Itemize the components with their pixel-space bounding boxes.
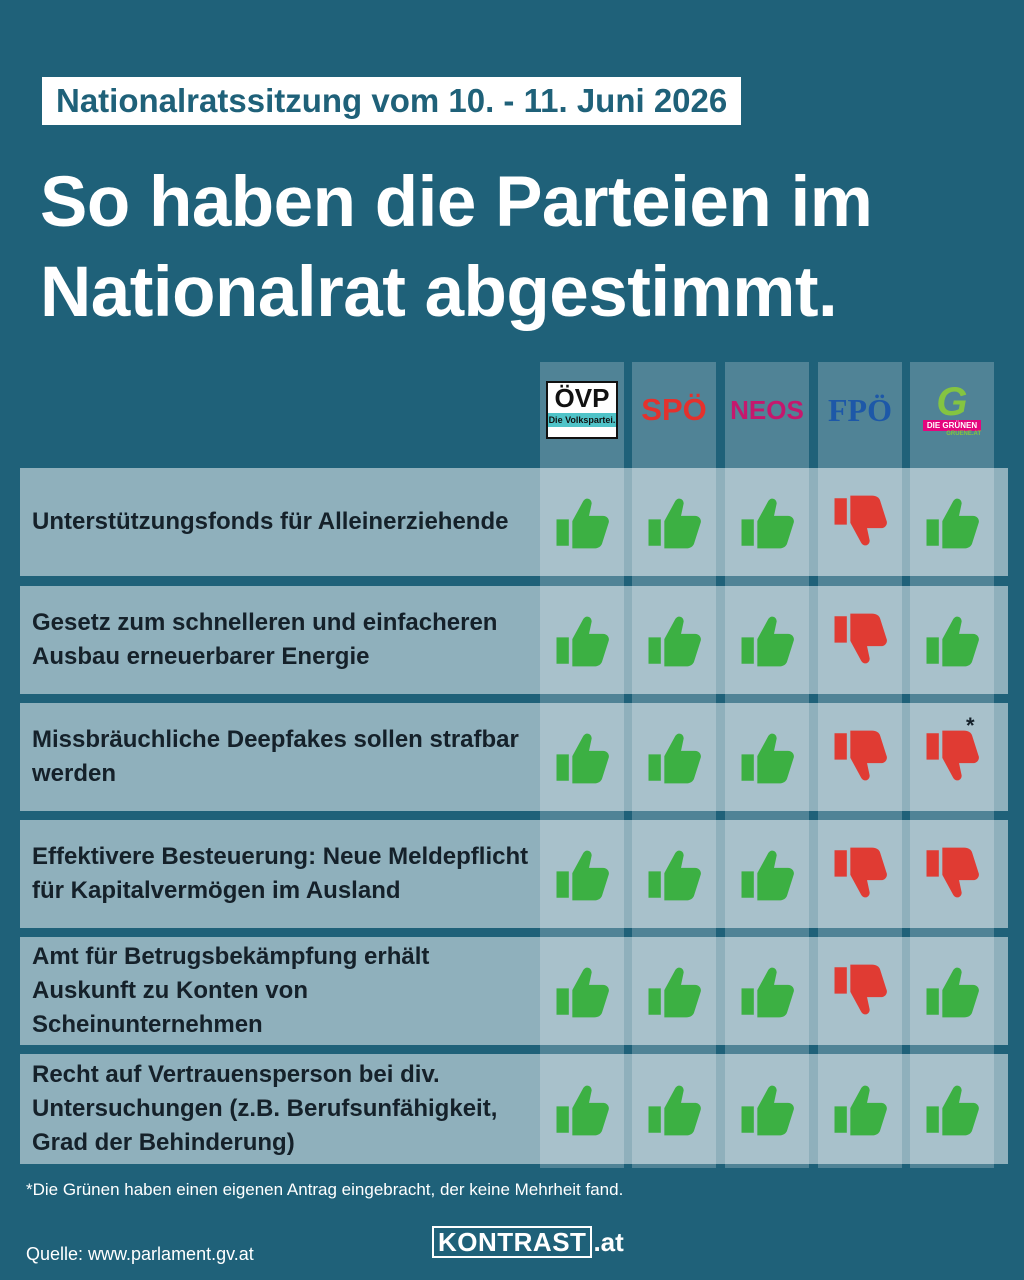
- thumbs-up-icon: [926, 498, 979, 549]
- vote-spoe: [632, 839, 716, 909]
- thumbs-up-icon: [648, 733, 701, 784]
- logo-fpoe: FPÖ: [818, 372, 902, 448]
- thumbs-up-icon: [556, 967, 609, 1018]
- gruene-logo-url: GRUENE.AT: [946, 430, 982, 437]
- thumbs-up-icon: [741, 850, 794, 901]
- session-kicker: Nationalratssitzung vom 10. - 11. Juni 2…: [42, 77, 742, 125]
- vote-oevp: [540, 487, 624, 557]
- thumbs-up-icon: [556, 616, 609, 667]
- headline: So haben die Parteien im Nationalrat abg…: [40, 163, 873, 332]
- thumbs-down-icon: [834, 964, 887, 1015]
- brand-tld: .at: [593, 1226, 624, 1257]
- vote-neos: [725, 605, 809, 675]
- vote-oevp: [540, 1074, 624, 1144]
- thumbs-down-icon: [834, 613, 887, 664]
- brand-logo: KONTRAST .at: [432, 1226, 624, 1258]
- vote-fpoe: [818, 487, 902, 557]
- thumbs-down-icon: [834, 495, 887, 546]
- vote-gruene: [910, 956, 994, 1026]
- row-topic: Amt für Betrugsbekämpfung erhält Auskunf…: [32, 943, 430, 1038]
- thumbs-up-icon: [741, 1085, 794, 1136]
- vote-spoe: [632, 487, 716, 557]
- vote-neos: [725, 722, 809, 792]
- vote-fpoe: [818, 722, 902, 792]
- gruene-logo-mark: G: [936, 379, 968, 424]
- thumbs-up-icon: [741, 616, 794, 667]
- thumbs-up-icon: [741, 967, 794, 1018]
- logo-spoe: SPÖ: [632, 372, 716, 448]
- thumbs-up-icon: [556, 498, 609, 549]
- vote-oevp: [540, 722, 624, 792]
- logo-oevp: ÖVP Die Volkspartei.: [540, 372, 624, 448]
- row-topic: Gesetz zum schnelleren und einfacheren A…: [32, 609, 498, 670]
- footnote-marker: *: [966, 713, 975, 738]
- row-topic: Effektivere Besteuerung: Neue Meldepflic…: [32, 843, 529, 904]
- thumbs-up-icon: [648, 616, 701, 667]
- thumbs-up-icon: [741, 733, 794, 784]
- vote-gruene: [910, 1074, 994, 1144]
- vote-spoe: [632, 605, 716, 675]
- row-topic: Missbräuchliche Deepfakes sollen strafba…: [32, 726, 519, 787]
- spoe-logo-text: SPÖ: [641, 392, 707, 427]
- vote-gruene: [910, 487, 994, 557]
- vote-gruene: [910, 605, 994, 675]
- vote-spoe: [632, 1074, 716, 1144]
- vote-neos: [725, 839, 809, 909]
- thumbs-up-icon: [648, 498, 701, 549]
- row-topic: Unterstützungsfonds für Alleinerziehende: [32, 508, 509, 535]
- thumbs-up-icon: [834, 1085, 887, 1136]
- brand-box: KONTRAST: [432, 1226, 593, 1258]
- vote-neos: [725, 1074, 809, 1144]
- thumbs-down-icon: [834, 847, 887, 898]
- thumbs-up-icon: [556, 850, 609, 901]
- thumbs-up-icon: [648, 1085, 701, 1136]
- thumbs-up-icon: [556, 1085, 609, 1136]
- vote-fpoe: [818, 956, 902, 1026]
- vote-gruene: [910, 839, 994, 909]
- vote-oevp: [540, 839, 624, 909]
- oevp-logo-sub: Die Volkspartei.: [548, 413, 616, 427]
- vote-gruene: [910, 722, 994, 792]
- vote-fpoe: [818, 605, 902, 675]
- oevp-logo-text: ÖVP: [554, 383, 610, 413]
- thumbs-down-icon: [834, 730, 887, 781]
- thumbs-down-icon: [926, 730, 979, 781]
- vote-spoe: [632, 956, 716, 1026]
- footnote: *Die Grünen haben einen eigenen Antrag e…: [26, 1180, 624, 1199]
- thumbs-up-icon: [648, 850, 701, 901]
- thumbs-up-icon: [648, 967, 701, 1018]
- logo-neos: NEOS: [725, 372, 809, 448]
- gruene-logo-text: DIE GRÜNEN: [922, 419, 982, 431]
- vote-spoe: [632, 722, 716, 792]
- vote-neos: [725, 487, 809, 557]
- thumbs-up-icon: [556, 733, 609, 784]
- vote-fpoe: [818, 1074, 902, 1144]
- vote-oevp: [540, 956, 624, 1026]
- logo-gruene: G DIE GRÜNEN GRUENE.AT: [910, 372, 994, 448]
- neos-logo-text: NEOS: [730, 394, 804, 425]
- vote-oevp: [540, 605, 624, 675]
- row-topic: Recht auf Vertrauensperson bei div. Unte…: [32, 1061, 498, 1156]
- thumbs-up-icon: [741, 498, 794, 549]
- thumbs-up-icon: [926, 1085, 979, 1136]
- thumbs-up-icon: [926, 967, 979, 1018]
- fpoe-logo-text: FPÖ: [828, 391, 892, 428]
- thumbs-down-icon: [926, 847, 979, 898]
- vote-neos: [725, 956, 809, 1026]
- thumbs-up-icon: [926, 616, 979, 667]
- vote-fpoe: [818, 839, 902, 909]
- source: Quelle: www.parlament.gv.at: [26, 1244, 254, 1264]
